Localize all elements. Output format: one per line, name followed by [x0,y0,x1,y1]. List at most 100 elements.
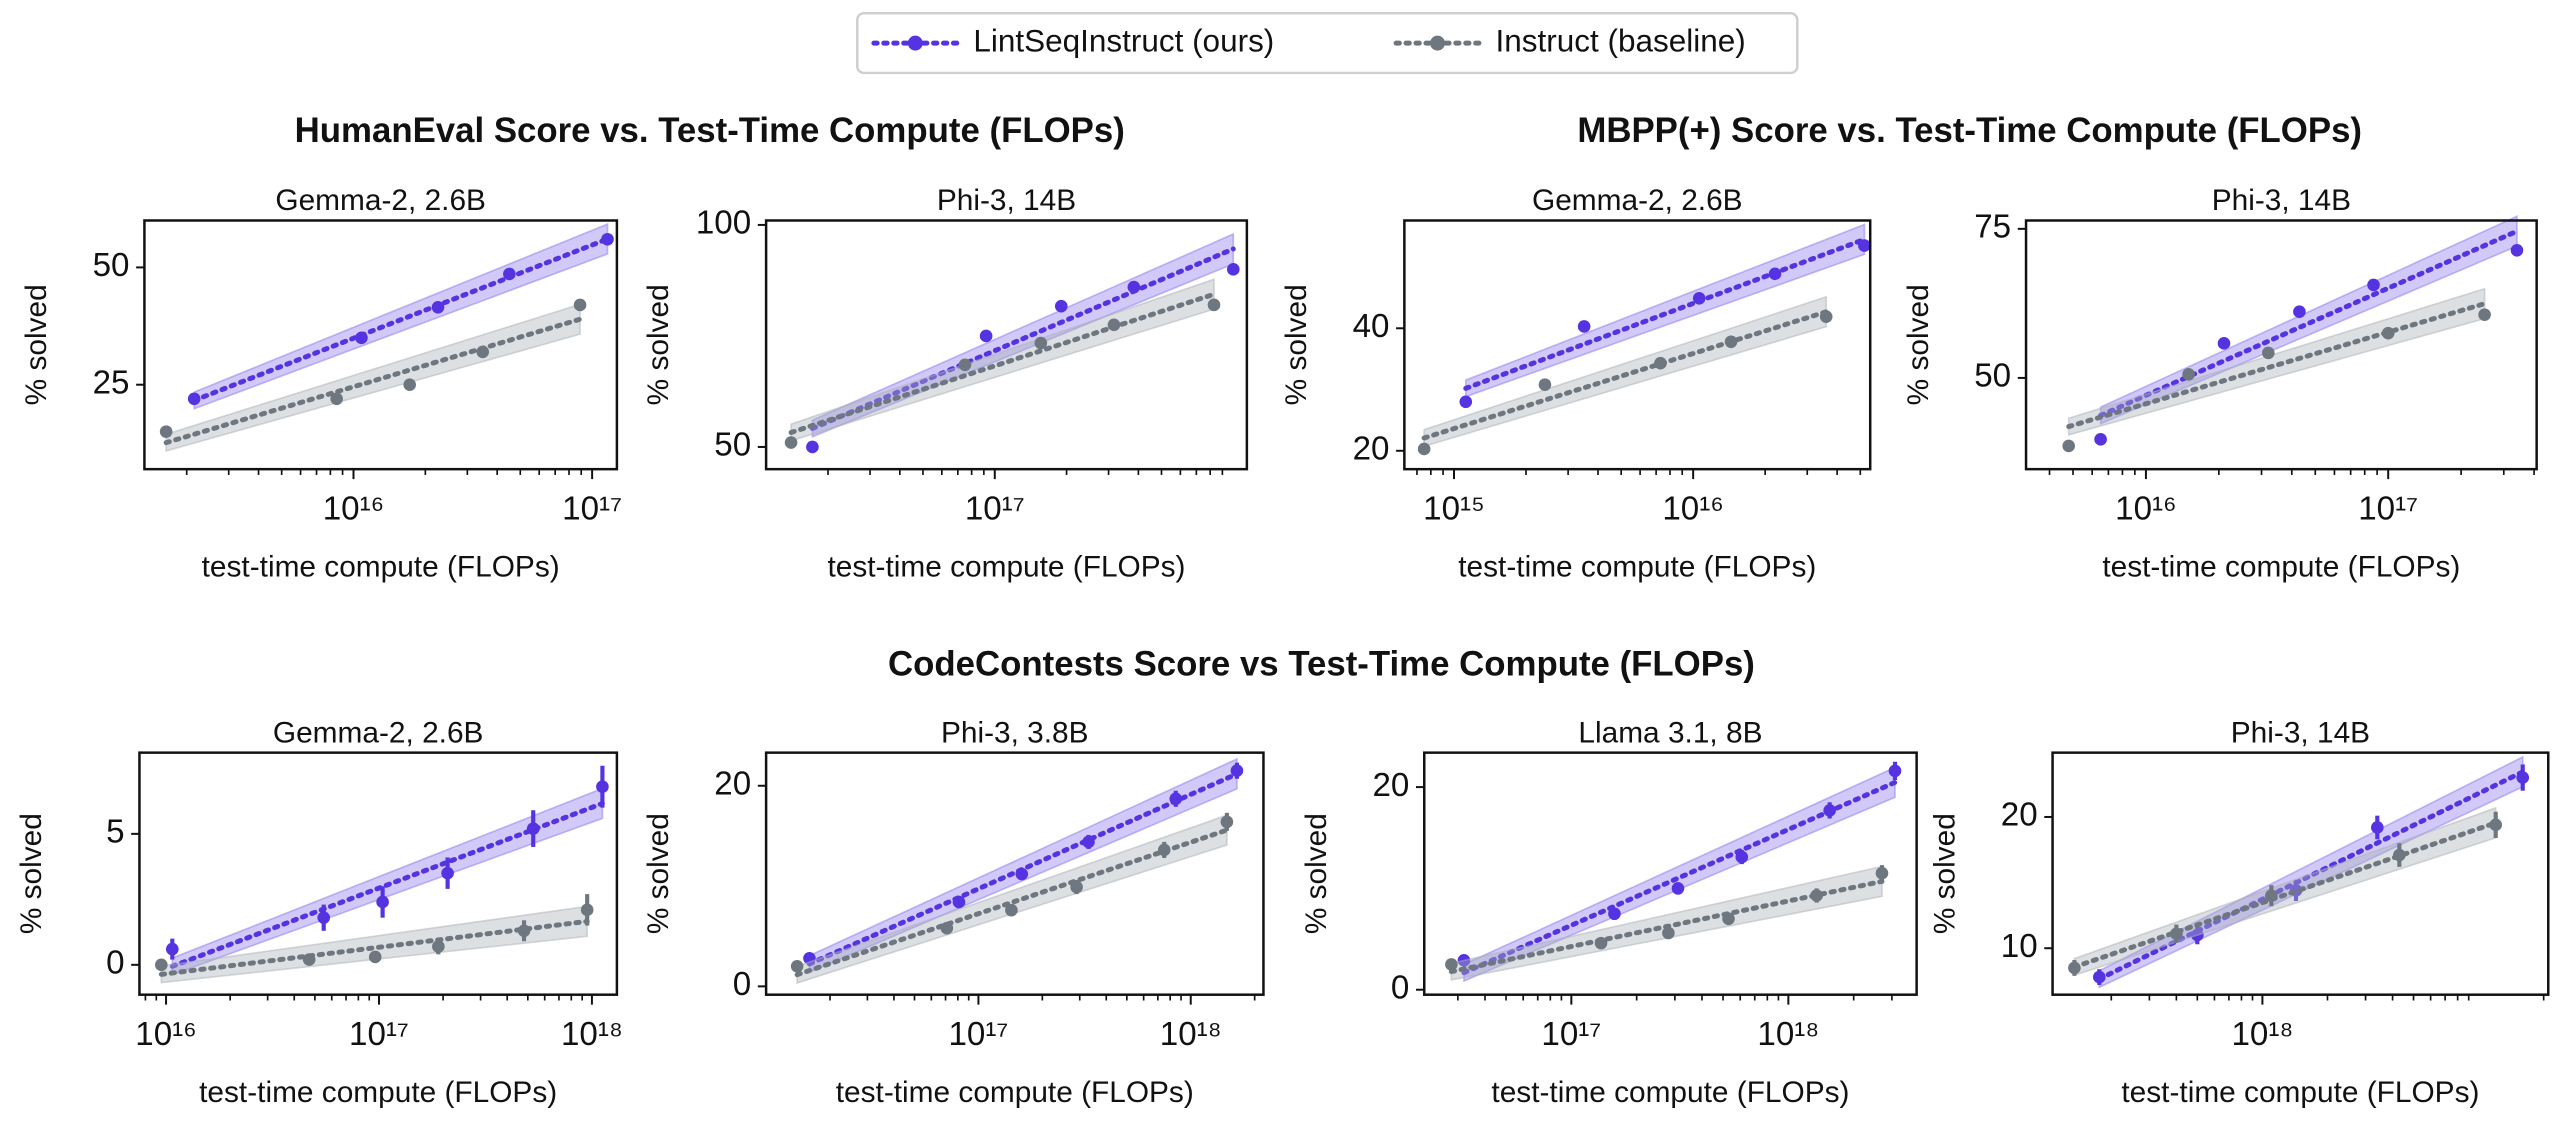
point [1169,792,1183,806]
x-axis-label: test-time compute (FLOPs) [836,1076,1194,1109]
panel-title: Phi-3, 14B [2231,716,2370,749]
point [1230,764,1244,778]
panel: Gemma-2, 2.6B test-time compute (FLOPs) % … [20,184,622,583]
panel: Phi-3, 3.8B test-time compute (FLOPs) % so… [642,716,1265,1109]
point [166,942,179,956]
x-tick-label: 10¹⁶ [135,1016,197,1053]
x-tick-label: 10¹⁸ [1757,1016,1819,1053]
panel: Gemma-2, 2.6B test-time compute (FLOPs) % … [1280,184,1872,584]
point [503,267,516,281]
fit-line [1448,878,1885,975]
point [1157,843,1171,857]
point [940,921,954,935]
point [2381,326,2395,340]
point [1819,310,1833,323]
y-tick-label: 10 [2001,928,2038,965]
fit-line [2098,228,2520,418]
point [952,895,966,909]
point [1127,280,1141,294]
point [1577,320,1591,333]
y-tick-label: 25 [93,364,130,401]
y-tick-label: 20 [2001,797,2038,834]
panel-title: Gemma-2, 2.6B [275,184,486,217]
point [1823,804,1836,817]
point [441,866,454,880]
x-axis-label: test-time compute (FLOPs) [2121,1076,2479,1109]
point [2489,818,2503,832]
point [1207,298,1221,312]
fit-line [1461,779,1898,976]
panel-title: Phi-3, 14B [937,184,1076,217]
y-axis-label: % solved [1280,284,1313,405]
x-tick-label: 10¹⁸ [561,1016,623,1053]
point [302,953,316,966]
fit-band [808,757,1238,974]
x-tick-label: 10¹⁵ [1423,490,1485,527]
x-tick-label: 10¹⁷ [1541,1016,1601,1053]
fit-line [158,918,590,977]
point [2265,889,2278,903]
panel-title: Phi-3, 3.8B [941,716,1089,749]
fit-line [2071,820,2499,970]
fit-line [1421,309,1829,441]
point [2510,244,2524,257]
point [1735,850,1749,864]
point [1082,835,1095,849]
fit-band [2098,755,2524,989]
x-axis-label: test-time compute (FLOPs) [827,551,1185,584]
plot-frame [2024,219,2538,471]
x-axis-label: test-time compute (FLOPs) [1491,1076,1849,1109]
fit-band [165,303,581,453]
y-tick-label: 20 [1353,431,1390,468]
point [431,300,445,314]
y-axis-label: % solved [642,284,675,405]
point [1654,356,1667,370]
panel: Phi-3, 14B test-time compute (FLOPs) % sol… [1902,184,2538,584]
x-tick-label: 10¹⁷ [948,1016,1008,1053]
x-tick-label: 10¹⁸ [2231,1016,2293,1053]
point [784,436,798,449]
x-axis-label: test-time compute (FLOPs) [199,1076,557,1109]
y-tick-label: 40 [1353,308,1390,345]
plot-frame [1403,219,1872,471]
point [1858,239,1871,252]
fit-line [788,291,1217,435]
y-axis-label: % solved [642,813,675,934]
y-tick-label: 20 [1372,767,1409,804]
y-axis-label: % solved [1928,813,1961,934]
x-tick-label: 10¹⁶ [1662,490,1724,527]
panel-title: Gemma-2, 2.6B [273,716,484,749]
x-tick-label: 10¹⁸ [1160,1016,1222,1053]
point [1692,291,1706,305]
point [1888,764,1902,778]
point [790,960,804,973]
legend-frame [856,12,1799,75]
point [1810,889,1823,902]
point [2516,771,2530,784]
plot-frame [764,219,1249,471]
point [317,911,331,924]
panel-title: Gemma-2, 2.6B [1532,184,1743,217]
y-axis-label: % solved [1902,284,1935,405]
fit-band [796,813,1228,985]
fit-band [171,787,604,976]
point [403,378,417,392]
point [1015,867,1029,881]
x-tick-label: 10¹⁷ [349,1016,409,1053]
fit-line [794,827,1230,978]
panel: Phi-3, 14B test-time compute (FLOPs) % sol… [642,184,1249,584]
point [1034,336,1048,350]
group-title: MBPP(+) Score vs. Test-Time Compute (FLO… [1577,111,2362,150]
point [1445,958,1458,971]
x-tick-label: 10¹⁷ [562,490,622,527]
point [2182,368,2195,381]
point [2068,961,2081,975]
y-tick-label: 0 [106,945,124,982]
plot-frame [138,751,619,996]
y-axis-label: % solved [1300,813,1333,934]
point [979,329,993,343]
panel: Gemma-2, 2.6B test-time compute (FLOPs) % … [15,716,623,1109]
fit-band [790,278,1215,442]
